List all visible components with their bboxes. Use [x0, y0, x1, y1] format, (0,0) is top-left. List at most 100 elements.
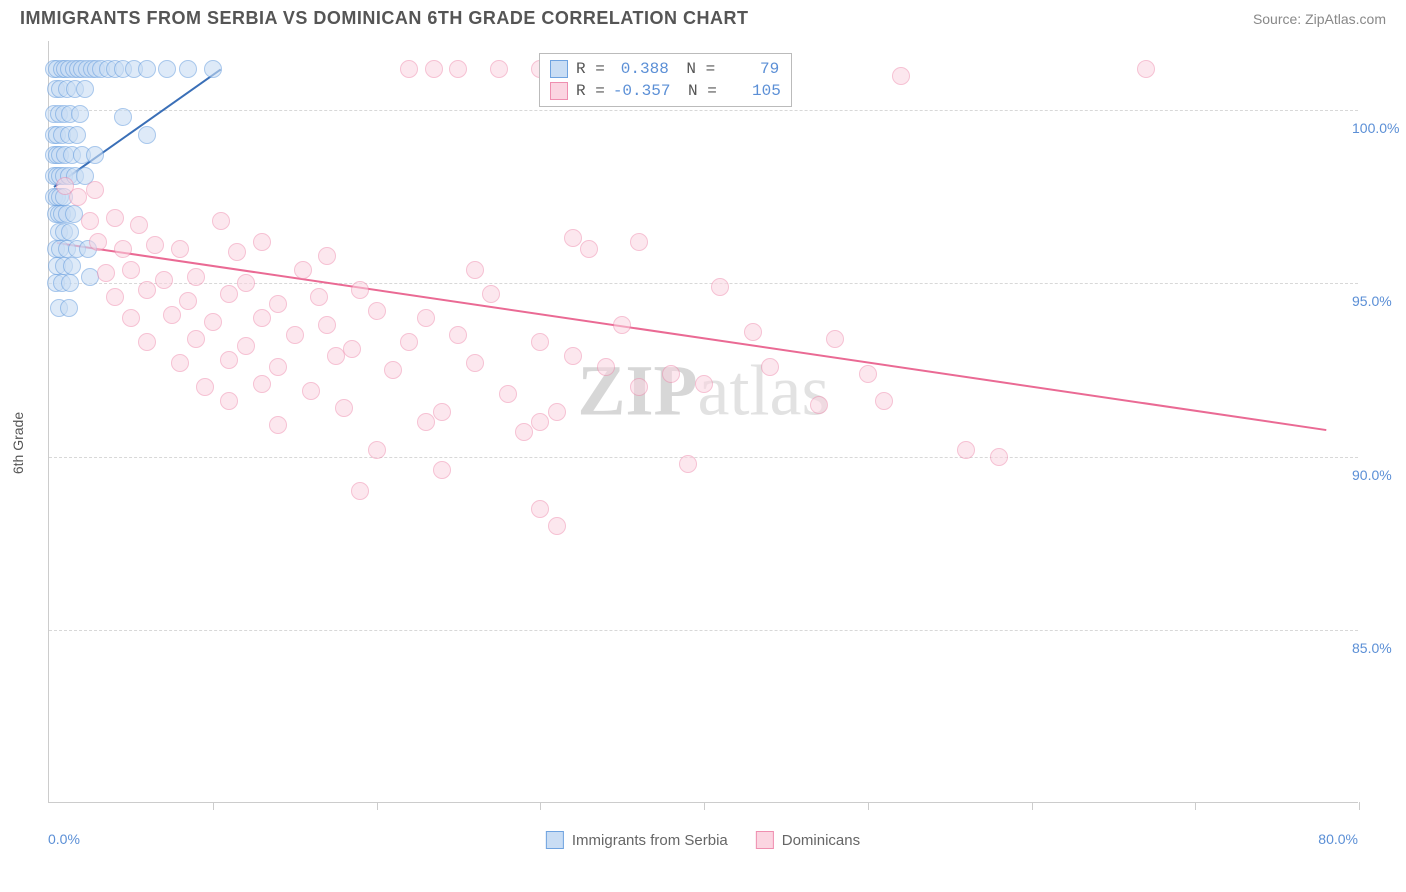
stat-n-label: N =	[677, 58, 715, 80]
data-point	[875, 392, 893, 410]
data-point	[318, 316, 336, 334]
data-point	[155, 271, 173, 289]
data-point	[400, 333, 418, 351]
data-point	[318, 247, 336, 265]
data-point	[212, 212, 230, 230]
stats-row: R =0.388 N =79	[550, 58, 781, 80]
data-point	[138, 333, 156, 351]
data-point	[351, 281, 369, 299]
data-point	[711, 278, 729, 296]
x-tick	[868, 802, 869, 810]
stat-r-value: 0.388	[613, 58, 669, 80]
data-point	[310, 288, 328, 306]
data-point	[114, 108, 132, 126]
y-tick-label: 95.0%	[1352, 293, 1406, 309]
stat-n-value: 105	[725, 80, 781, 102]
legend-item: Dominicans	[756, 831, 860, 849]
y-tick-label: 85.0%	[1352, 640, 1406, 656]
data-point	[220, 392, 238, 410]
data-point	[433, 461, 451, 479]
data-point	[679, 455, 697, 473]
chart-container: 6th Grade ZIPatlas 85.0%90.0%95.0%100.0%…	[0, 33, 1406, 853]
data-point	[179, 60, 197, 78]
data-point	[86, 181, 104, 199]
data-point	[417, 413, 435, 431]
data-point	[335, 399, 353, 417]
data-point	[81, 268, 99, 286]
data-point	[417, 309, 435, 327]
legend-label: Immigrants from Serbia	[572, 832, 728, 849]
data-point	[122, 309, 140, 327]
data-point	[253, 375, 271, 393]
data-point	[228, 243, 246, 261]
data-point	[253, 233, 271, 251]
legend-swatch	[546, 831, 564, 849]
data-point	[89, 233, 107, 251]
stat-r-value: -0.357	[613, 80, 671, 102]
data-point	[237, 337, 255, 355]
data-point	[269, 295, 287, 313]
stat-n-label: N =	[678, 80, 716, 102]
data-point	[61, 223, 79, 241]
x-tick	[1032, 802, 1033, 810]
y-axis-label: 6th Grade	[10, 412, 26, 474]
data-point	[761, 358, 779, 376]
stats-box: R =0.388 N =79R =-0.357 N =105	[539, 53, 792, 107]
data-point	[122, 261, 140, 279]
data-point	[368, 441, 386, 459]
data-point	[130, 216, 148, 234]
data-point	[71, 105, 89, 123]
data-point	[171, 354, 189, 372]
data-point	[564, 229, 582, 247]
data-point	[179, 292, 197, 310]
data-point	[106, 288, 124, 306]
legend: Immigrants from Serbia Dominicans	[546, 831, 860, 849]
data-point	[81, 212, 99, 230]
x-axis-start-label: 0.0%	[48, 831, 80, 847]
data-point	[531, 413, 549, 431]
data-point	[343, 340, 361, 358]
data-point	[76, 80, 94, 98]
data-point	[138, 126, 156, 144]
data-point	[187, 330, 205, 348]
x-tick	[1359, 802, 1360, 810]
data-point	[564, 347, 582, 365]
data-point	[60, 299, 78, 317]
stats-row: R =-0.357 N =105	[550, 80, 781, 102]
data-point	[662, 365, 680, 383]
data-point	[433, 403, 451, 421]
data-point	[163, 306, 181, 324]
data-point	[744, 323, 762, 341]
data-point	[425, 60, 443, 78]
series-swatch	[550, 82, 568, 100]
x-axis-end-label: 80.0%	[1318, 831, 1358, 847]
data-point	[990, 448, 1008, 466]
data-point	[196, 378, 214, 396]
data-point	[204, 313, 222, 331]
data-point	[482, 285, 500, 303]
data-point	[580, 240, 598, 258]
data-point	[253, 309, 271, 327]
data-point	[515, 423, 533, 441]
plot-area: ZIPatlas 85.0%90.0%95.0%100.0%R =0.388 N…	[48, 41, 1358, 803]
data-point	[286, 326, 304, 344]
data-point	[68, 126, 86, 144]
data-point	[204, 60, 222, 78]
data-point	[220, 285, 238, 303]
data-point	[449, 326, 467, 344]
data-point	[490, 60, 508, 78]
legend-swatch	[756, 831, 774, 849]
data-point	[613, 316, 631, 334]
data-point	[138, 60, 156, 78]
data-point	[65, 205, 83, 223]
data-point	[695, 375, 713, 393]
data-point	[548, 517, 566, 535]
data-point	[138, 281, 156, 299]
data-point	[158, 60, 176, 78]
data-point	[384, 361, 402, 379]
series-swatch	[550, 60, 568, 78]
stat-n-value: 79	[723, 58, 779, 80]
data-point	[302, 382, 320, 400]
gridline	[49, 110, 1358, 111]
gridline	[49, 457, 1358, 458]
